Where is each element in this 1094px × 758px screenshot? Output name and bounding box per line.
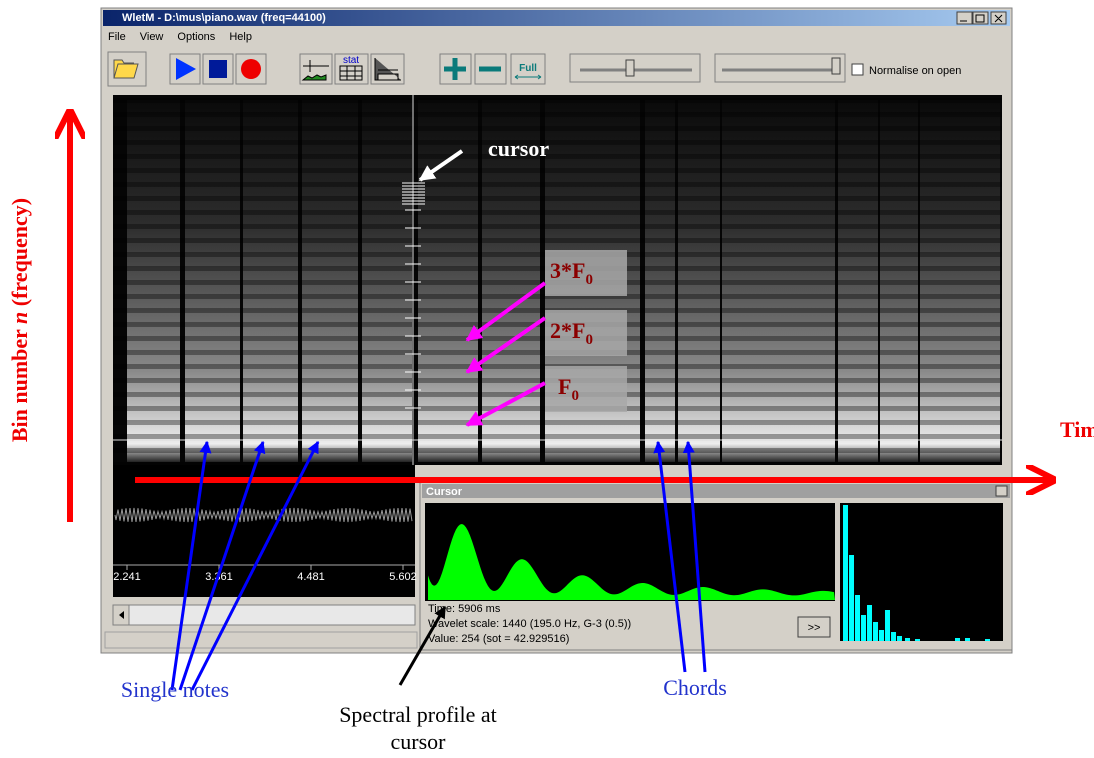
histogram-bar	[985, 639, 990, 641]
checkbox[interactable]	[851, 63, 864, 76]
cursor-panel: Cursor Time: 5906 ms Wavelet scale: 1440…	[419, 481, 1013, 651]
folder-icon	[113, 59, 139, 79]
waveform-panel: 2.241 3.361 4.481 5.602	[104, 465, 418, 649]
menu-item[interactable]: File	[108, 31, 126, 43]
harmonic-label: 3*F0	[550, 258, 593, 288]
x-axis-annotation: Time	[1060, 417, 1094, 442]
text: 3*F	[550, 258, 585, 283]
panel-title: Cursor	[426, 486, 463, 498]
histogram-bar	[885, 610, 890, 641]
histogram-bar	[843, 505, 848, 641]
text: n	[7, 312, 32, 324]
histogram-bar	[867, 605, 872, 641]
axis-label: 2.241	[113, 571, 141, 583]
button-label: stat	[343, 55, 359, 66]
full-button[interactable]	[510, 53, 546, 85]
histogram-bar	[873, 622, 878, 641]
subscript: 0	[585, 272, 593, 288]
button-label: >>	[808, 622, 821, 634]
zoom-slider[interactable]	[569, 53, 701, 83]
label-box	[545, 310, 627, 356]
spectral-profile-plot	[425, 503, 835, 601]
histogram-bar	[955, 638, 960, 641]
harmonic-arrow	[465, 281, 547, 342]
menu-item[interactable]: Options	[177, 31, 215, 43]
histogram-bar	[861, 615, 866, 641]
histogram-bar	[855, 595, 860, 641]
harmonic-arrow	[465, 316, 547, 374]
text: F	[558, 374, 571, 399]
checkbox-label: Normalise on open	[869, 65, 961, 77]
close-button[interactable]	[995, 485, 1008, 497]
histogram-bar	[915, 639, 920, 641]
harmonic-label: F0	[558, 374, 579, 404]
button-label: Full	[519, 63, 537, 74]
text: 2*F	[550, 318, 585, 343]
spectral-profile-annotation: cursor	[391, 729, 447, 754]
menu-item[interactable]: View	[140, 31, 164, 43]
y-axis-annotation: Bin number n (frequency)	[7, 198, 32, 442]
spectral-profile-annotation: Spectral profile at	[339, 702, 497, 727]
menu-item[interactable]: Help	[229, 31, 252, 43]
axis-label: 5.602	[389, 571, 417, 583]
status-bar	[104, 631, 418, 649]
histogram-bar	[897, 636, 902, 641]
axis-label: 4.481	[297, 571, 325, 583]
histogram-bar	[849, 555, 854, 641]
menu-bar: File View Options Help	[108, 31, 252, 43]
gain-slider[interactable]	[714, 53, 846, 83]
minimize-button[interactable]	[956, 11, 973, 25]
toolbar: stat Full Normalise on open	[107, 51, 961, 87]
annotations: Bin number n (frequency) Time cursor 3*F…	[7, 115, 1094, 754]
value-readout: Value: 254 (sot = 42.929516)	[428, 633, 569, 645]
more-button[interactable]	[797, 616, 831, 638]
text: (frequency)	[7, 198, 32, 312]
window-controls[interactable]	[956, 11, 1007, 25]
single-notes-annotation: Single notes	[121, 677, 229, 702]
histogram-bar	[905, 638, 910, 641]
window-title: WletM - D:\mus\piano.wav (freq=44100)	[122, 12, 326, 24]
histogram-bar	[965, 638, 970, 641]
histogram-bar	[891, 632, 896, 641]
harmonic-arrow	[465, 381, 546, 427]
chords-annotation: Chords	[663, 675, 727, 700]
title-bar	[103, 10, 1010, 26]
scrollbar[interactable]	[112, 604, 416, 626]
subscript: 0	[571, 388, 579, 404]
label-box	[545, 366, 627, 412]
time-readout: Time: 5906 ms	[428, 603, 501, 615]
scale-readout: Wavelet scale: 1440 (195.0 Hz, G-3 (0.5)…	[428, 618, 631, 630]
label-box	[545, 250, 627, 296]
cursor-annotation: cursor	[488, 136, 549, 161]
harmonic-label: 2*F0	[550, 318, 593, 348]
text: Bin number	[7, 324, 32, 442]
scale-ticks	[402, 182, 425, 409]
subscript: 0	[585, 332, 593, 348]
histogram-bar	[879, 630, 884, 641]
